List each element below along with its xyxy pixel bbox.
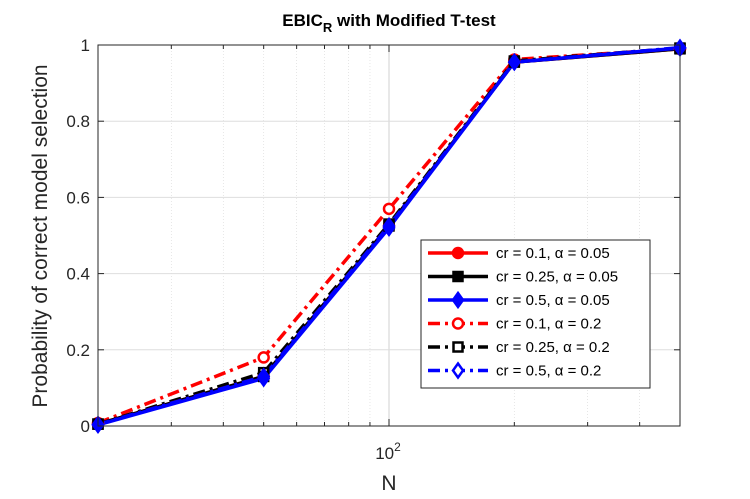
- y-tick-label: 0: [81, 417, 90, 436]
- legend-marker-4: [451, 317, 465, 330]
- axis-ticks: [97, 44, 681, 427]
- legend-label-5: cr = 0.25, α = 0.2: [496, 339, 610, 356]
- x-tick-label-base: 10: [375, 444, 394, 463]
- chart-title: EBICR with Modified T-test: [282, 11, 496, 35]
- data-point-series-3: [382, 218, 396, 238]
- y-tick-label: 0.4: [66, 265, 90, 284]
- y-axis-label: Probability of correct model selection: [29, 64, 52, 407]
- legend-marker-1: [451, 246, 465, 260]
- data-point-series-3: [257, 369, 271, 388]
- legend-label-2: cr = 0.25, α = 0.05: [496, 269, 618, 286]
- chart-title-subscript: R: [323, 20, 333, 35]
- legend-label-3: cr = 0.5, α = 0.05: [496, 292, 610, 309]
- data-point-series-4: [257, 351, 270, 364]
- chart-title-main: EBIC: [282, 11, 323, 30]
- x-tick-label-100: 102: [375, 440, 401, 463]
- y-tick-labels: 0 0.2 0.4 0.6 0.8 1: [66, 36, 90, 436]
- legend-label-1: cr = 0.1, α = 0.05: [496, 245, 610, 262]
- y-tick-label: 0.2: [66, 341, 90, 360]
- chart-title-suffix: with Modified T-test: [332, 11, 496, 30]
- legend-marker-3: [451, 290, 465, 310]
- data-point-series-4: [382, 202, 396, 216]
- x-axis-label: N: [381, 472, 396, 495]
- data-point-series-3: [507, 52, 521, 72]
- y-tick-label: 1: [81, 36, 90, 55]
- series-line-4: [97, 47, 681, 425]
- legend-marker-2: [452, 270, 464, 283]
- x-tick-label-exponent: 2: [394, 440, 401, 454]
- legend-marker-6: [451, 361, 465, 380]
- legend: cr = 0.1, α = 0.05 cr = 0.25, α = 0.05 cr …: [420, 239, 651, 389]
- legend-label-4: cr = 0.1, α = 0.2: [496, 316, 601, 333]
- legend-marker-5: [452, 341, 464, 353]
- legend-label-6: cr = 0.5, α = 0.2: [496, 363, 601, 380]
- y-tick-label: 0.8: [66, 112, 90, 131]
- y-tick-label: 0.6: [66, 188, 90, 207]
